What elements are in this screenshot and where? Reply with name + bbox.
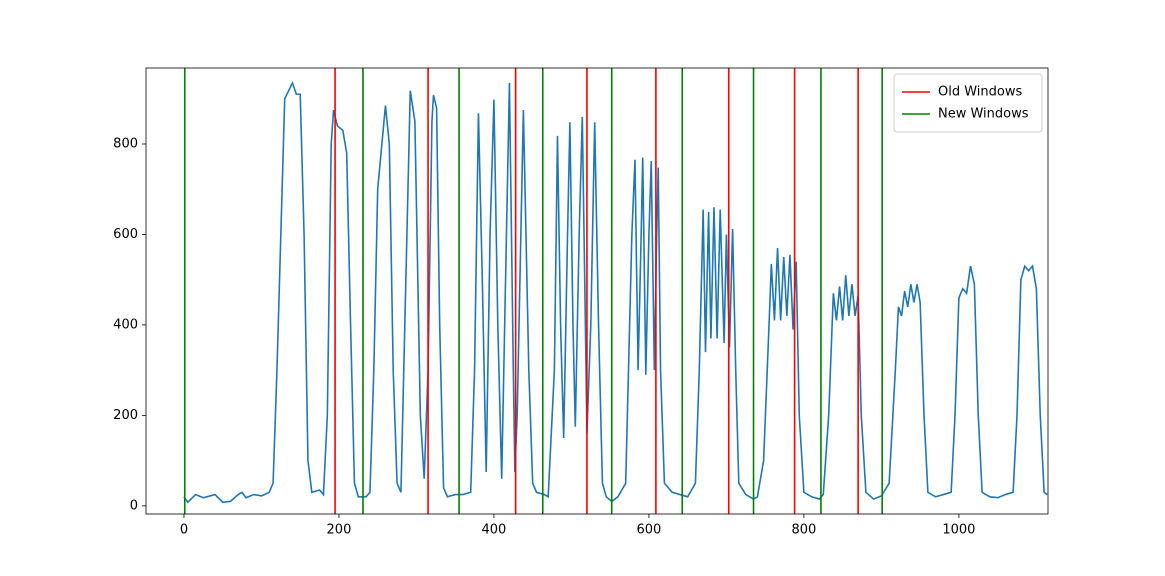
x-tick-label: 1000 xyxy=(942,523,975,538)
x-tick-label: 400 xyxy=(482,523,507,538)
data-line xyxy=(183,80,1048,504)
x-tick-label: 200 xyxy=(327,523,352,538)
legend-box xyxy=(893,73,1043,133)
plot-frame xyxy=(145,67,1049,515)
x-tick-label: 800 xyxy=(791,523,816,538)
y-tick-label: 200 xyxy=(113,408,138,423)
legend-label: Old Windows xyxy=(938,85,1022,100)
y-tick-label: 600 xyxy=(113,227,138,242)
y-tick-label: 0 xyxy=(130,498,138,513)
x-tick-label: 0 xyxy=(180,523,188,538)
x-tick-label: 600 xyxy=(637,523,662,538)
y-tick-label: 800 xyxy=(113,136,138,151)
y-tick-label: 400 xyxy=(113,317,138,332)
legend-label: New Windows xyxy=(938,107,1029,122)
